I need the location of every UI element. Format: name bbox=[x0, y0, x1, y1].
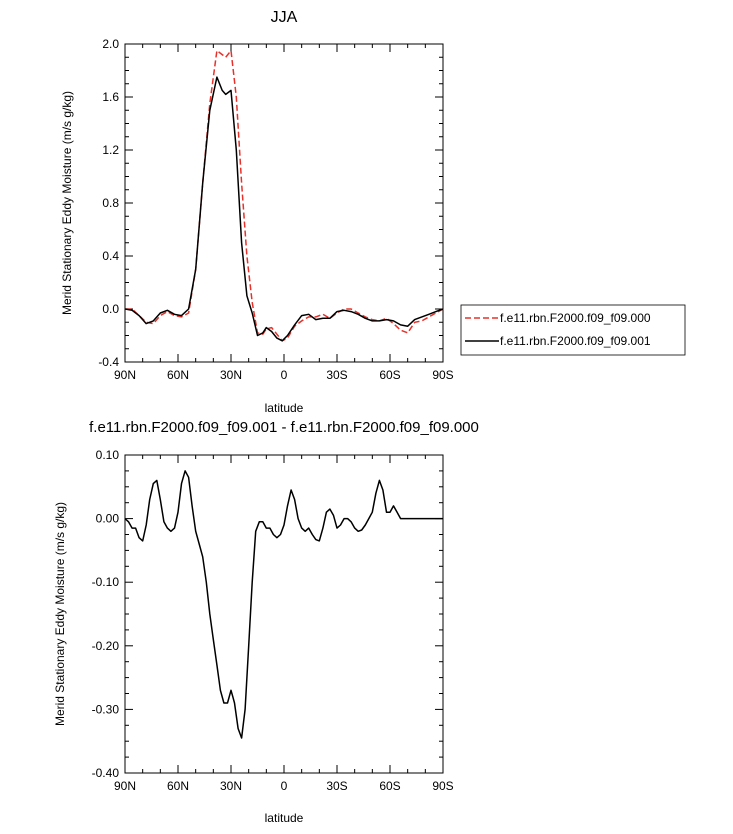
y-tick-label: -0.20 bbox=[92, 639, 120, 653]
x-tick-label: 60S bbox=[379, 779, 400, 793]
legend-label-series-000: f.e11.rbn.F2000.f09_f09.000 bbox=[500, 311, 651, 325]
top-chart-series bbox=[124, 49, 444, 342]
top-chart-x-ticks: 90N 60N 30N 0 30S 60S 90S bbox=[114, 44, 454, 382]
bottom-chart: f.e11.rbn.F2000.f09_f09.001 - f.e11.rbn.… bbox=[53, 419, 479, 825]
y-tick-label: 0.0 bbox=[102, 302, 119, 316]
x-tick-label: 60N bbox=[167, 779, 189, 793]
x-tick-label: 30N bbox=[220, 779, 242, 793]
x-tick-label: 0 bbox=[281, 368, 288, 382]
y-tick-label: 0.00 bbox=[96, 512, 120, 526]
series-line-1 bbox=[124, 76, 444, 342]
top-chart-x-axis-label: latitude bbox=[265, 401, 304, 415]
x-tick-label: 90S bbox=[432, 368, 453, 382]
y-tick-label: 2.0 bbox=[102, 37, 119, 51]
bottom-chart-title: f.e11.rbn.F2000.f09_f09.001 - f.e11.rbn.… bbox=[89, 419, 479, 436]
y-tick-label: 1.6 bbox=[102, 90, 119, 104]
y-tick-label: 0.8 bbox=[102, 196, 119, 210]
top-chart-title: JJA bbox=[271, 9, 298, 26]
x-tick-label: 90N bbox=[114, 368, 136, 382]
bottom-chart-y-ticks: 0.10 0.00 -0.10 -0.20 -0.30 -0.40 bbox=[92, 448, 443, 780]
y-tick-label: 1.2 bbox=[102, 143, 119, 157]
top-chart-y-ticks: 2.0 1.6 1.2 0.8 0.4 0.0 -0.4 bbox=[98, 37, 443, 369]
bottom-chart-plot-frame bbox=[124, 454, 444, 774]
x-tick-label: 0 bbox=[281, 779, 288, 793]
legend-box bbox=[460, 304, 686, 356]
x-tick-label: 30S bbox=[326, 368, 347, 382]
y-tick-label: -0.40 bbox=[92, 766, 120, 780]
bottom-chart-x-axis-label: latitude bbox=[265, 811, 304, 825]
y-tick-label: 0.10 bbox=[96, 448, 120, 462]
y-tick-label: -0.10 bbox=[92, 575, 120, 589]
top-chart-legend: f.e11.rbn.F2000.f09_f09.000 f.e11.rbn.F2… bbox=[460, 304, 686, 356]
top-chart: JJA 90N 60N 30N 0 30S 60S 90S 2.0 1.6 1.2 0.8 0.4 0… bbox=[60, 9, 686, 415]
x-tick-label: 30S bbox=[326, 779, 347, 793]
bottom-chart-series bbox=[124, 470, 443, 739]
series-line-0 bbox=[124, 470, 443, 739]
x-tick-label: 90S bbox=[432, 779, 453, 793]
legend-label-series-001: f.e11.rbn.F2000.f09_f09.001 bbox=[500, 334, 651, 348]
bottom-chart-y-axis-label: Merid Stationary Eddy Moisture (m/s g/kg… bbox=[53, 502, 67, 726]
x-tick-label: 90N bbox=[114, 779, 136, 793]
series-line-0 bbox=[125, 49, 444, 342]
y-tick-label: -0.30 bbox=[92, 702, 120, 716]
bottom-chart-x-ticks: 90N 60N 30N 0 30S 60S 90S bbox=[114, 455, 454, 793]
x-tick-label: 30N bbox=[220, 368, 242, 382]
x-tick-label: 60S bbox=[379, 368, 400, 382]
x-tick-label: 60N bbox=[167, 368, 189, 382]
y-tick-label: -0.4 bbox=[98, 355, 119, 369]
y-tick-label: 0.4 bbox=[102, 249, 119, 263]
top-chart-y-axis-label: Merid Stationary Eddy Moisture (m/s g/kg… bbox=[60, 91, 74, 315]
